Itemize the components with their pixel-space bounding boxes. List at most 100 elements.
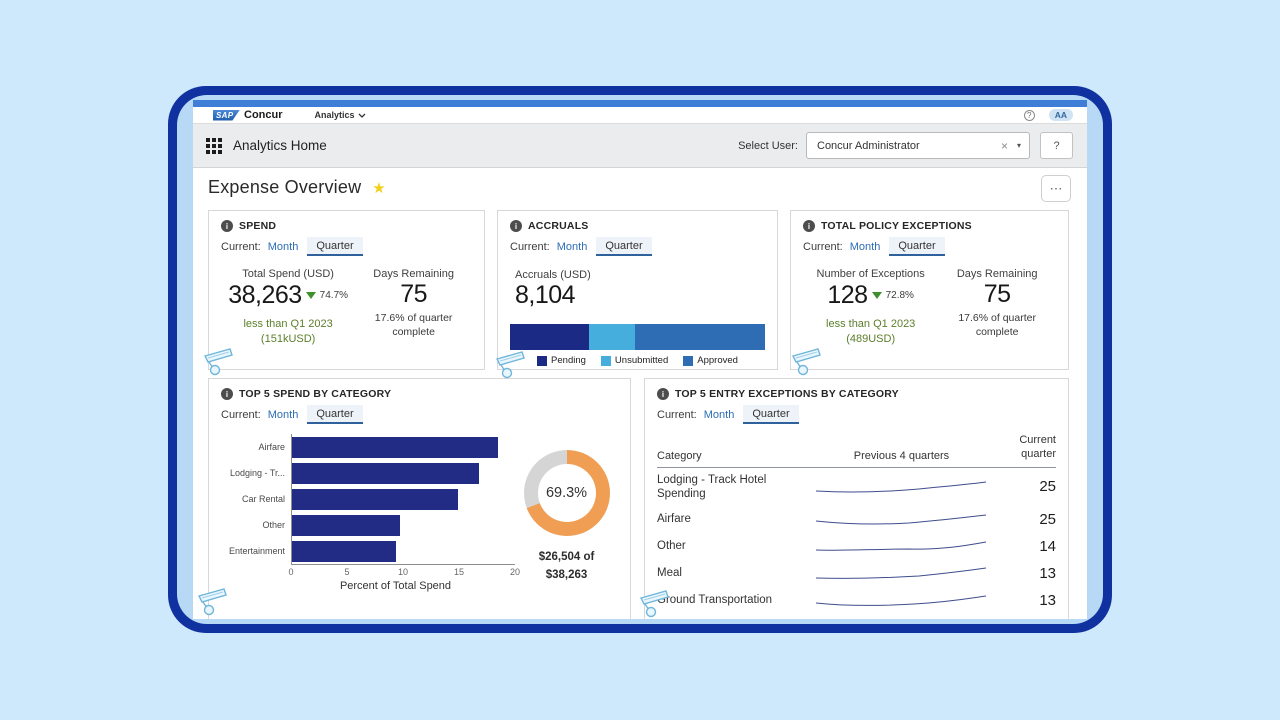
window-top-strip — [193, 100, 1087, 107]
info-icon[interactable]: i — [221, 220, 233, 232]
policy-exceptions-card: i TOTAL POLICY EXCEPTIONS Current: Month… — [790, 210, 1069, 370]
days-remaining-label: Days Remaining — [373, 268, 454, 280]
quarter-complete-note: 17.6% of quarter complete — [374, 312, 453, 338]
spend-card: i SPEND Current: Month Quarter Total Spe… — [208, 210, 485, 370]
nav-analytics-label: Analytics — [314, 110, 355, 120]
tab-month[interactable]: Month — [267, 240, 299, 253]
tab-quarter[interactable]: Quarter — [743, 405, 799, 424]
apps-grid-icon[interactable] — [206, 137, 222, 154]
sparkline-icon — [815, 595, 987, 607]
card-title: ACCRUALS — [528, 220, 589, 232]
tab-month[interactable]: Month — [556, 240, 588, 253]
tab-quarter[interactable]: Quarter — [307, 405, 363, 424]
metric-label: Accruals (USD) — [515, 269, 591, 281]
current-label: Current: — [657, 408, 697, 421]
tab-month[interactable]: Month — [849, 240, 881, 253]
table-row: Airfare 25 — [657, 505, 1056, 532]
app-header: SAP Concur Analytics ? AA — [193, 107, 1087, 124]
dashboard-content: Expense Overview ★ ⋯ i SPEND Current: Mo… — [193, 168, 1087, 619]
donut-amount: $26,504 of $38,263 — [538, 551, 595, 582]
avatar[interactable]: AA — [1048, 109, 1073, 121]
stack-segment-approved — [634, 324, 765, 350]
bar-category-label: Car Rental — [241, 494, 285, 504]
favorite-star-icon[interactable]: ★ — [372, 179, 386, 197]
donut-percent-label: 69.3% — [545, 485, 588, 501]
sparkline-icon — [815, 514, 987, 525]
accruals-legend: Pending Unsubmitted Approved — [510, 355, 765, 366]
tab-month[interactable]: Month — [267, 408, 299, 421]
exception-category: Ground Transportation — [657, 594, 773, 607]
current-label: Current: — [803, 240, 843, 253]
exception-category: Meal — [657, 567, 682, 580]
current-quarter-value: 25 — [1039, 510, 1056, 528]
brand-name: Concur — [244, 109, 283, 121]
app-window: SAP Concur Analytics ? AA Analytics Home… — [193, 100, 1087, 619]
top-spend-card: i TOP 5 SPEND BY CATEGORY Current: Month… — [208, 378, 631, 619]
bar — [292, 436, 499, 458]
stack-segment-pending — [510, 324, 590, 350]
legend-swatch — [683, 355, 694, 366]
page-title: Expense Overview — [208, 177, 362, 197]
bar-category-label: Lodging - Tr... — [229, 468, 285, 478]
table-row: Ground Transportation 13 — [657, 586, 1056, 613]
current-label: Current: — [221, 240, 261, 253]
help-button[interactable]: ? — [1040, 132, 1073, 159]
days-remaining-value: 75 — [983, 280, 1011, 308]
current-quarter-value: 13 — [1039, 564, 1056, 582]
sparkline-icon — [815, 541, 987, 552]
tab-quarter[interactable]: Quarter — [596, 237, 652, 256]
chevron-down-icon — [358, 113, 365, 118]
x-tick-label: 0 — [288, 567, 294, 577]
metric-value: 38,263 — [228, 281, 302, 309]
select-user-dropdown[interactable]: Concur Administrator × ▾ — [806, 132, 1030, 159]
analytics-toolbar: Analytics Home Select User: Concur Admin… — [193, 124, 1087, 168]
dropdown-caret-icon[interactable]: ▾ — [1016, 141, 1021, 150]
delta-percent: 72.8% — [885, 290, 914, 301]
device-frame: SAP Concur Analytics ? AA Analytics Home… — [168, 86, 1112, 633]
tab-quarter[interactable]: Quarter — [889, 237, 945, 256]
info-icon[interactable]: i — [657, 388, 669, 400]
exception-category: Airfare — [657, 513, 691, 526]
legend-item: Pending — [537, 355, 586, 366]
sap-logo-icon: SAP — [213, 109, 240, 121]
bar-category-label: Entertainment — [228, 546, 285, 556]
card-title: TOP 5 SPEND BY CATEGORY — [239, 388, 392, 400]
x-axis-label: Percent of Total Spend — [339, 580, 452, 592]
current-label: Current: — [510, 240, 550, 253]
x-tick-label: 5 — [344, 567, 350, 577]
metric-label: Number of Exceptions — [816, 268, 925, 280]
tab-quarter[interactable]: Quarter — [307, 237, 363, 256]
card-title: SPEND — [239, 220, 277, 232]
sparkline-icon — [815, 567, 987, 580]
current-quarter-value: 14 — [1039, 537, 1056, 555]
select-user-label: Select User: — [738, 139, 798, 152]
exception-category: Lodging - Track Hotel Spending — [657, 473, 767, 500]
info-icon[interactable]: i — [510, 220, 522, 232]
spend-donut-chart: 69.3% $26,504 of $38,263 — [515, 434, 618, 592]
tab-month[interactable]: Month — [703, 408, 735, 421]
x-tick-label: 10 — [397, 567, 409, 577]
column-header-category: Category — [657, 449, 702, 462]
quarter-complete-note: 17.6% of quarter complete — [958, 312, 1036, 338]
column-header-current-quarter: Current quarter — [1019, 434, 1056, 460]
clear-icon[interactable]: × — [1000, 138, 1008, 153]
bar — [292, 540, 396, 562]
info-icon[interactable]: i — [803, 220, 815, 232]
comparison-note: less than Q1 2023 (489USD) — [826, 318, 916, 345]
donut-ring: 69.3% — [523, 450, 610, 536]
top-exceptions-card: i TOP 5 ENTRY EXCEPTIONS BY CATEGORY Cur… — [644, 378, 1069, 619]
bar — [292, 488, 459, 510]
comparison-note: less than Q1 2023 (151kUSD) — [243, 318, 333, 345]
table-row: Other 14 — [657, 532, 1056, 559]
x-tick-label: 15 — [453, 567, 465, 577]
metric-value: 128 — [827, 281, 868, 309]
help-icon[interactable]: ? — [1023, 109, 1035, 121]
bar — [292, 462, 480, 484]
more-options-button[interactable]: ⋯ — [1041, 175, 1071, 202]
legend-swatch — [537, 355, 548, 366]
bar-category-label: Other — [262, 520, 285, 530]
info-icon[interactable]: i — [221, 388, 233, 400]
nav-analytics-menu[interactable]: Analytics — [315, 110, 366, 120]
table-row: Lodging - Track Hotel Spending 25 — [657, 468, 1056, 506]
bar — [292, 514, 401, 536]
